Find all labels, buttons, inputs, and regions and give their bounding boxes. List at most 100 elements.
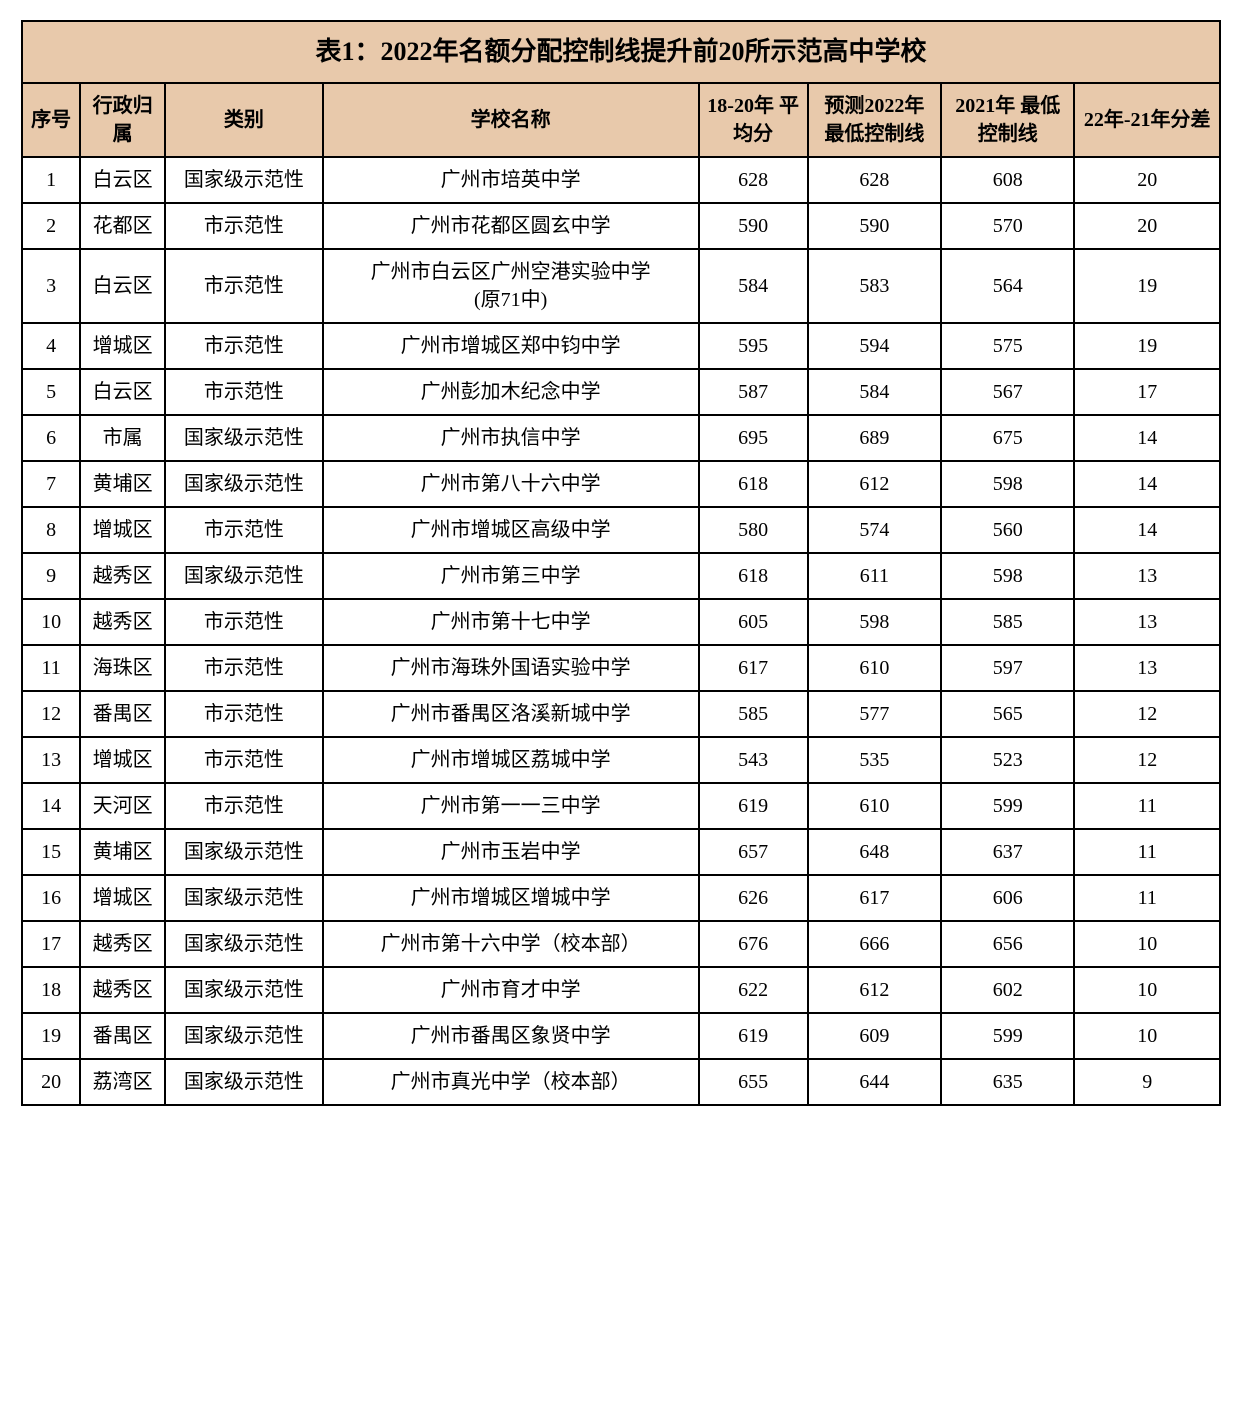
cell-dist: 越秀区	[80, 553, 165, 599]
cell-v2: 535	[808, 737, 941, 783]
cell-v2: 574	[808, 507, 941, 553]
cell-v3: 675	[941, 415, 1074, 461]
cell-cat: 市示范性	[165, 249, 323, 323]
cell-idx: 4	[22, 323, 80, 369]
cell-v4: 20	[1074, 203, 1220, 249]
table-row: 20荔湾区国家级示范性广州市真光中学（校本部）6556446359	[22, 1059, 1220, 1105]
cell-v2: 644	[808, 1059, 941, 1105]
table-row: 9越秀区国家级示范性广州市第三中学61861159813	[22, 553, 1220, 599]
cell-name: 广州市玉岩中学	[323, 829, 699, 875]
cell-idx: 14	[22, 783, 80, 829]
cell-cat: 市示范性	[165, 691, 323, 737]
cell-v1: 619	[699, 783, 808, 829]
title-row: 表1：2022年名额分配控制线提升前20所示范高中学校	[22, 21, 1220, 83]
table-row: 3白云区市示范性广州市白云区广州空港实验中学 (原71中)58458356419	[22, 249, 1220, 323]
cell-name: 广州市真光中学（校本部）	[323, 1059, 699, 1105]
cell-dist: 海珠区	[80, 645, 165, 691]
cell-dist: 增城区	[80, 737, 165, 783]
cell-cat: 国家级示范性	[165, 921, 323, 967]
cell-dist: 天河区	[80, 783, 165, 829]
cell-v2: 612	[808, 967, 941, 1013]
cell-v4: 10	[1074, 967, 1220, 1013]
cell-cat: 国家级示范性	[165, 1013, 323, 1059]
cell-cat: 国家级示范性	[165, 875, 323, 921]
cell-idx: 1	[22, 157, 80, 203]
cell-v3: 585	[941, 599, 1074, 645]
cell-name: 广州彭加木纪念中学	[323, 369, 699, 415]
cell-v3: 560	[941, 507, 1074, 553]
cell-v4: 13	[1074, 645, 1220, 691]
cell-v1: 543	[699, 737, 808, 783]
cell-v4: 11	[1074, 875, 1220, 921]
table-row: 7黄埔区国家级示范性广州市第八十六中学61861259814	[22, 461, 1220, 507]
cell-v1: 617	[699, 645, 808, 691]
table-container: 表1：2022年名额分配控制线提升前20所示范高中学校 序号 行政归属 类别 学…	[21, 20, 1221, 1106]
table-row: 17越秀区国家级示范性广州市第十六中学（校本部）67666665610	[22, 921, 1220, 967]
cell-v2: 610	[808, 645, 941, 691]
cell-v1: 657	[699, 829, 808, 875]
cell-v4: 12	[1074, 737, 1220, 783]
table-row: 11海珠区市示范性广州市海珠外国语实验中学61761059713	[22, 645, 1220, 691]
cell-idx: 19	[22, 1013, 80, 1059]
cell-v1: 587	[699, 369, 808, 415]
cell-cat: 市示范性	[165, 203, 323, 249]
cell-v4: 9	[1074, 1059, 1220, 1105]
cell-v3: 567	[941, 369, 1074, 415]
cell-idx: 12	[22, 691, 80, 737]
cell-dist: 白云区	[80, 157, 165, 203]
cell-cat: 市示范性	[165, 737, 323, 783]
cell-v3: 602	[941, 967, 1074, 1013]
cell-v4: 14	[1074, 507, 1220, 553]
cell-v1: 595	[699, 323, 808, 369]
cell-v2: 590	[808, 203, 941, 249]
cell-v3: 570	[941, 203, 1074, 249]
cell-v4: 11	[1074, 829, 1220, 875]
cell-dist: 增城区	[80, 507, 165, 553]
cell-dist: 市属	[80, 415, 165, 461]
cell-name: 广州市番禺区洛溪新城中学	[323, 691, 699, 737]
cell-cat: 市示范性	[165, 369, 323, 415]
cell-cat: 国家级示范性	[165, 1059, 323, 1105]
cell-idx: 5	[22, 369, 80, 415]
cell-dist: 白云区	[80, 249, 165, 323]
cell-v1: 626	[699, 875, 808, 921]
cell-idx: 9	[22, 553, 80, 599]
cell-v3: 637	[941, 829, 1074, 875]
cell-dist: 越秀区	[80, 967, 165, 1013]
cell-dist: 黄埔区	[80, 461, 165, 507]
cell-name: 广州市增城区荔城中学	[323, 737, 699, 783]
cell-cat: 市示范性	[165, 323, 323, 369]
col-header-school: 学校名称	[323, 83, 699, 157]
cell-v4: 17	[1074, 369, 1220, 415]
cell-dist: 花都区	[80, 203, 165, 249]
cell-name: 广州市第三中学	[323, 553, 699, 599]
table-row: 15黄埔区国家级示范性广州市玉岩中学65764863711	[22, 829, 1220, 875]
cell-cat: 国家级示范性	[165, 553, 323, 599]
cell-v1: 676	[699, 921, 808, 967]
cell-v3: 635	[941, 1059, 1074, 1105]
table-row: 4增城区市示范性广州市增城区郑中钧中学59559457519	[22, 323, 1220, 369]
col-header-district: 行政归属	[80, 83, 165, 157]
cell-dist: 越秀区	[80, 599, 165, 645]
cell-v2: 598	[808, 599, 941, 645]
cell-dist: 番禺区	[80, 691, 165, 737]
cell-v2: 628	[808, 157, 941, 203]
cell-name: 广州市增城区高级中学	[323, 507, 699, 553]
cell-v3: 575	[941, 323, 1074, 369]
cell-cat: 市示范性	[165, 507, 323, 553]
cell-v1: 695	[699, 415, 808, 461]
cell-cat: 国家级示范性	[165, 461, 323, 507]
cell-v1: 618	[699, 553, 808, 599]
table-body: 1白云区国家级示范性广州市培英中学628628608202花都区市示范性广州市花…	[22, 157, 1220, 1105]
cell-idx: 2	[22, 203, 80, 249]
cell-name: 广州市第八十六中学	[323, 461, 699, 507]
cell-dist: 增城区	[80, 875, 165, 921]
cell-v3: 598	[941, 553, 1074, 599]
cell-idx: 7	[22, 461, 80, 507]
col-header-avg: 18-20年 平均分	[699, 83, 808, 157]
cell-name: 广州市增城区增城中学	[323, 875, 699, 921]
cell-dist: 越秀区	[80, 921, 165, 967]
cell-v1: 628	[699, 157, 808, 203]
cell-cat: 国家级示范性	[165, 415, 323, 461]
table-row: 5白云区市示范性广州彭加木纪念中学58758456717	[22, 369, 1220, 415]
